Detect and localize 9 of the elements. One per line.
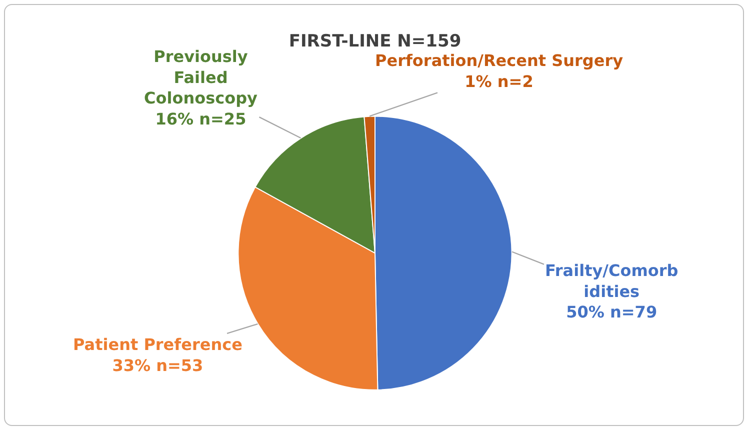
data-label: 1% n=2 — [464, 72, 534, 91]
slice-label: Previously Failed Colonoscopy — [144, 47, 258, 108]
slice-label: Patient Preference — [73, 335, 243, 354]
slice-label: Perforation/Recent Surgery — [375, 51, 624, 70]
chart-title: FIRST-LINE N=159 — [288, 31, 462, 52]
data-label: 50% n=79 — [566, 302, 658, 322]
slice-label: Frailty/Comorbidities — [545, 261, 678, 301]
data-label: 16% n=25 — [155, 109, 246, 128]
data-label: 33% n=53 — [112, 356, 204, 375]
